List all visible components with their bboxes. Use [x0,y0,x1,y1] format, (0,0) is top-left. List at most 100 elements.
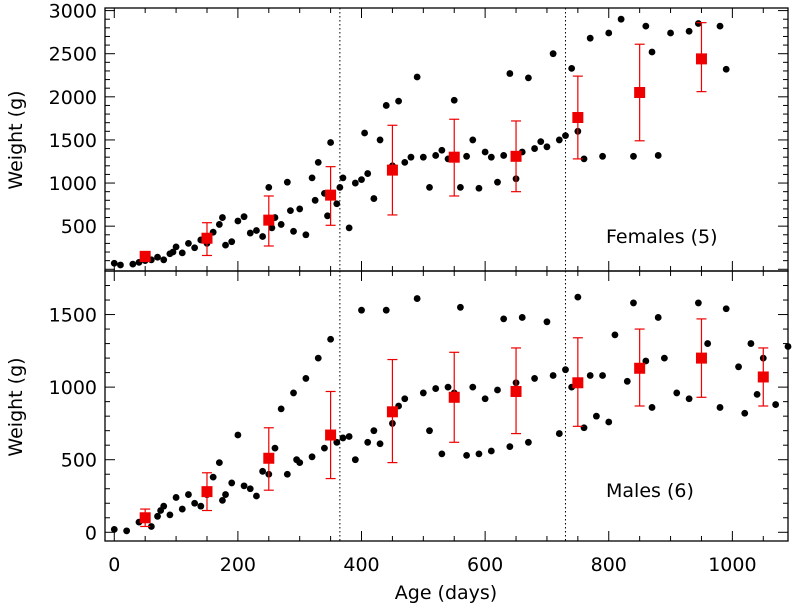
females-data-point [568,64,576,72]
males-data-point [716,404,724,411]
females-y-tick-label-2000: 2000 [49,87,97,109]
females-data-point [401,158,409,166]
females-data-point [654,152,662,159]
males-data-point [302,375,310,382]
males-data-point [419,389,427,397]
males-mean-marker [510,385,522,397]
males-mean-marker [263,452,275,464]
males-data-point [747,340,755,347]
males-data-point [283,470,291,478]
males-data-point [506,443,514,451]
males-mean-marker [139,512,151,524]
females-data-point [487,153,495,161]
x-tick-label-1000: 1000 [708,554,756,576]
females-data-point [253,227,260,234]
females-mean-marker [325,189,337,201]
females-mean-marker [634,87,646,99]
males-data-point [648,404,656,411]
males-data-point [240,482,248,490]
males-data-point [592,412,600,420]
males-data-point [753,390,761,398]
females-mean-marker [386,164,398,176]
females-data-point [419,153,427,161]
females-data-point [259,233,267,240]
males-mean-marker [695,352,707,364]
females-data-point [240,213,248,221]
males-data-point [123,527,131,535]
females-y-tick-label-1500: 1500 [49,130,97,152]
females-data-point [361,129,369,137]
males-data-point [321,444,328,452]
females-mean-marker [263,214,275,226]
males-data-point [457,303,464,311]
females-data-point [228,238,236,246]
females-mean-marker [139,250,151,262]
females-mean-marker [572,112,584,124]
females-data-point [296,205,304,213]
females-data-point [599,152,606,160]
females-data-point [457,183,464,191]
males-data-point [481,395,489,403]
females-data-point [302,231,310,239]
males-data-point [277,405,285,413]
females-data-point [413,73,421,81]
x-tick-label-200: 200 [220,554,256,576]
males-data-point [543,318,551,326]
males-data-point [166,511,174,519]
females-data-point [481,148,489,156]
females-data-point [287,207,294,215]
males-data-point [623,377,631,385]
females-data-point [117,261,124,269]
males-data-point [228,479,236,487]
males-data-point [178,505,186,513]
males-data-point [549,372,557,379]
x-tick-label-0: 0 [108,554,120,576]
females-data-point [549,50,557,58]
females-data-point [463,152,470,160]
males-data-point [197,502,205,510]
males-data-point [339,434,347,442]
females-panel: 500 1000 1500 2000 2500 3000 Weight (g) Femal… [5,1,789,272]
males-data-point [463,451,470,459]
males-data-point [500,315,508,323]
females-data-point [630,152,637,160]
x-tick-label-600: 600 [467,554,503,576]
females-data-point [537,138,545,146]
males-data-point [358,306,365,314]
males-mean-marker [448,391,460,403]
females-data-point [311,196,319,204]
females-data-point [215,221,223,228]
males-data-point [370,427,378,435]
females-data-point [580,155,588,163]
males-data-point [487,447,495,455]
males-data-point [308,453,316,461]
females-data-point [339,174,347,182]
males-data-point [364,438,372,446]
males-data-point [784,343,792,350]
males-y-tick-label-1000: 1000 [49,377,97,399]
females-data-point [426,183,433,191]
females-data-point [475,184,483,192]
females-data-point [160,256,168,264]
males-mean-marker [634,362,646,374]
males-data-point [219,496,226,504]
females-data-point [722,65,730,73]
males-data-point [271,444,279,452]
males-data-point [741,409,749,417]
females-y-tick-label-500: 500 [61,216,97,238]
females-mean-marker [448,151,460,163]
males-y-tick-label-1500: 1500 [49,305,97,327]
females-data-point [685,27,693,35]
females-data-point [185,240,192,247]
males-data-point [630,299,637,307]
males-data-point [376,440,384,448]
males-data-point [611,331,619,339]
females-data-point [333,200,341,208]
males-data-point [382,306,390,314]
females-data-point [290,227,297,235]
males-data-point [432,385,440,392]
females-data-point [277,221,285,228]
females-data-point [370,195,378,202]
females-data-point [129,260,137,268]
females-data-point [605,29,613,37]
